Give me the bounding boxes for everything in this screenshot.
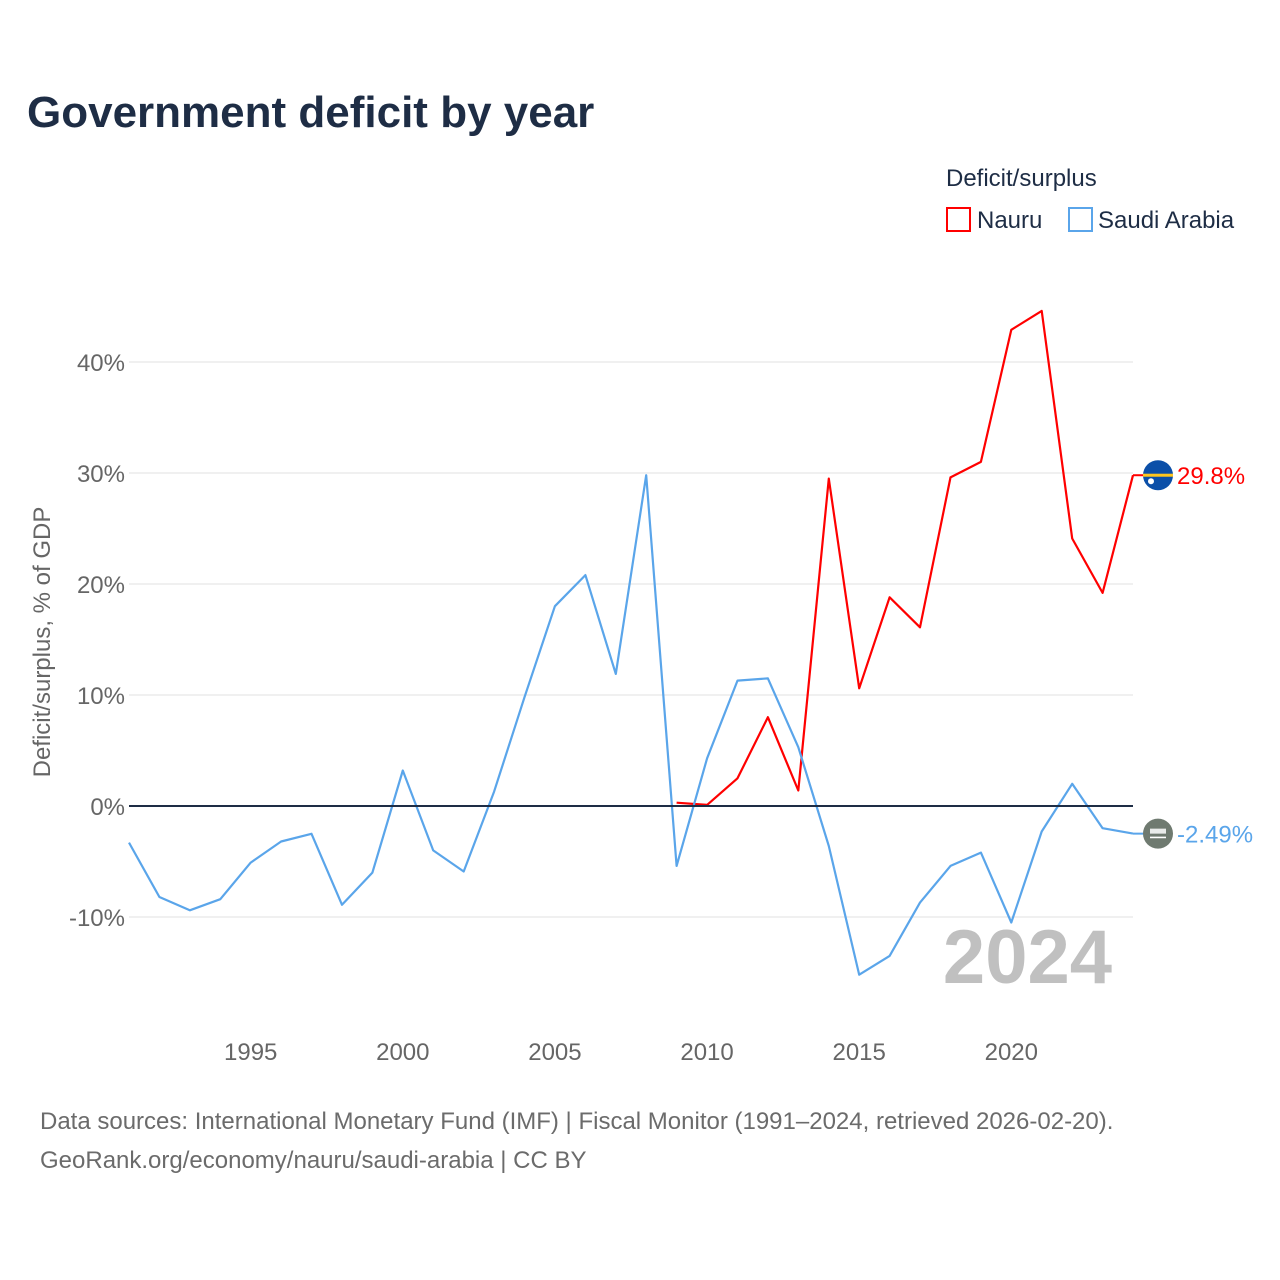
x-tick-label: 2010	[680, 1039, 733, 1066]
x-tick-label: 2005	[528, 1039, 581, 1066]
x-tick-label: 2015	[832, 1039, 885, 1066]
y-tick-label: 40%	[77, 350, 125, 377]
x-tick-label: 2020	[985, 1039, 1038, 1066]
source-text: Data sources: International Monetary Fun…	[40, 1108, 1114, 1135]
year-watermark: 2024	[943, 915, 1112, 1000]
nauru-flag-icon	[1143, 460, 1173, 491]
legend-title: Deficit/surplus	[946, 165, 1097, 192]
series-line-nauru	[676, 309, 1135, 807]
saudi-arabia-flag-icon	[1143, 818, 1173, 849]
chart-title: Government deficit by year	[27, 88, 595, 137]
flag-star	[1148, 478, 1154, 485]
flag-sword	[1150, 836, 1166, 839]
legend-swatch-saudi-arabia	[1068, 207, 1093, 232]
legend-label-nauru: Nauru	[977, 207, 1042, 234]
y-axis-label: Deficit/surplus, % of GDP	[29, 507, 56, 778]
y-tick-label: 10%	[77, 683, 125, 710]
y-tick-label: 0%	[90, 794, 125, 821]
flag-script	[1150, 828, 1166, 834]
y-tick-label: 30%	[77, 461, 125, 488]
y-tick-label: -10%	[69, 905, 125, 932]
legend-item-saudi-arabia[interactable]: Saudi Arabia	[1068, 207, 1235, 234]
x-tick-label: 2000	[376, 1039, 429, 1066]
legend-swatch-nauru	[946, 207, 971, 232]
end-value-label: -2.49%	[1177, 822, 1253, 849]
x-tick-label: 1995	[224, 1039, 277, 1066]
series-line-saudi-arabia	[128, 474, 1134, 976]
source-url[interactable]: GeoRank.org/economy/nauru/saudi-arabia |…	[40, 1147, 587, 1174]
end-value-label: 29.8%	[1177, 463, 1245, 490]
y-tick-label: 20%	[77, 572, 125, 599]
legend-label-saudi-arabia: Saudi Arabia	[1098, 207, 1235, 234]
flag-stripe	[1143, 473, 1173, 477]
legend-item-nauru[interactable]: Nauru	[946, 207, 1042, 234]
